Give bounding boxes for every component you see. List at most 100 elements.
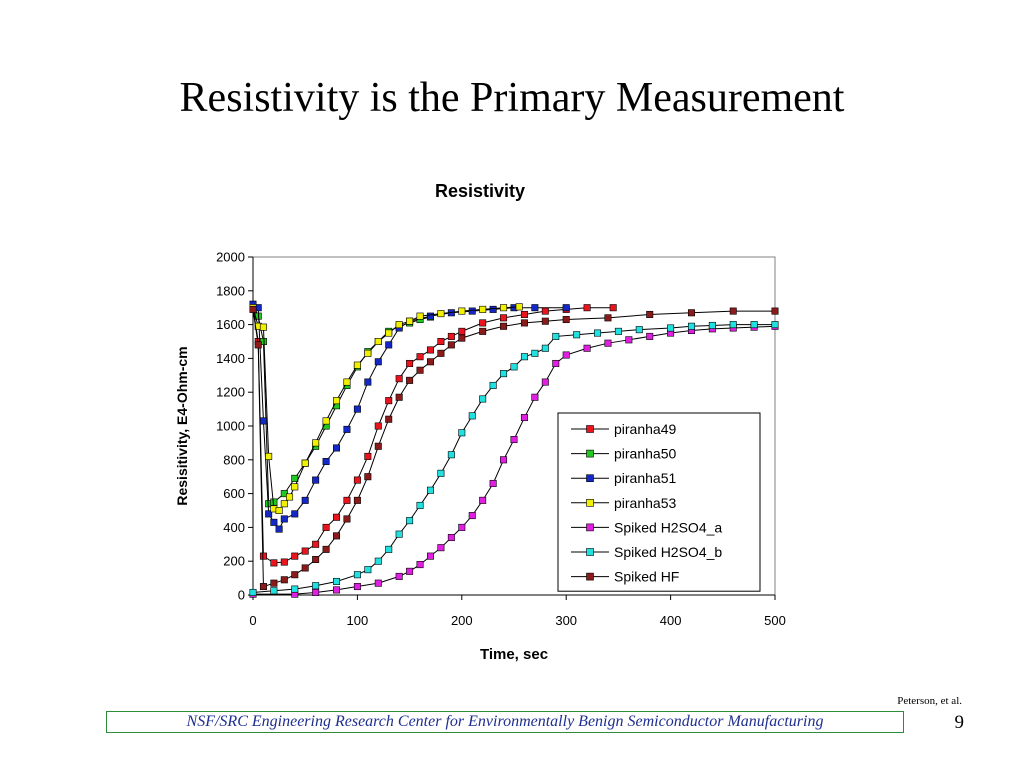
legend-marker — [586, 572, 594, 581]
legend-item: piranha53 — [571, 495, 676, 511]
data-point — [395, 375, 403, 383]
data-point — [500, 314, 508, 322]
series-piranha49 — [249, 304, 617, 567]
data-point — [437, 337, 445, 345]
x-tick-label: 0 — [249, 613, 256, 628]
y-tick-label: 200 — [223, 554, 245, 569]
data-point — [259, 417, 267, 425]
data-point — [479, 319, 487, 327]
y-tick-label: 0 — [238, 588, 245, 603]
series-piranha51 — [249, 300, 570, 533]
data-point — [447, 332, 455, 340]
x-tick-label: 200 — [451, 613, 473, 628]
data-point — [562, 316, 570, 324]
data-point — [500, 304, 508, 312]
data-point — [343, 378, 351, 386]
x-tick-label: 500 — [764, 613, 786, 628]
data-point — [729, 321, 737, 329]
data-point — [343, 515, 351, 523]
legend-marker — [586, 474, 594, 483]
data-point — [447, 341, 455, 349]
data-point — [515, 303, 523, 311]
data-point — [562, 351, 570, 359]
legend-label: piranha53 — [614, 495, 676, 511]
data-point — [353, 361, 361, 369]
data-point — [510, 363, 518, 371]
data-point — [291, 552, 299, 560]
citation: Peterson, et al. — [897, 695, 962, 707]
data-point — [301, 496, 309, 504]
data-point — [333, 586, 341, 594]
legend-label: Spiked H2SO4_b — [614, 544, 722, 560]
data-point — [286, 493, 294, 501]
data-point — [531, 349, 539, 357]
data-point — [374, 442, 382, 450]
data-point — [625, 336, 633, 344]
data-point — [458, 327, 466, 335]
y-tick-label: 1400 — [216, 351, 245, 366]
data-point — [437, 310, 445, 318]
data-point — [426, 486, 434, 494]
data-point — [333, 577, 341, 585]
data-point — [333, 532, 341, 540]
data-point — [385, 329, 393, 337]
data-point — [406, 517, 414, 525]
data-point — [270, 559, 278, 567]
data-point — [343, 496, 351, 504]
data-point — [573, 331, 581, 339]
data-point — [708, 321, 716, 329]
legend-label: piranha51 — [614, 470, 676, 486]
data-point — [458, 429, 466, 437]
data-point — [458, 334, 466, 342]
data-point — [500, 456, 508, 464]
series-spiked-hf — [249, 305, 779, 591]
data-point — [729, 307, 737, 315]
series-spiked-h2so4-b — [249, 321, 779, 596]
data-point — [322, 457, 330, 465]
data-point — [374, 557, 382, 565]
data-point — [541, 317, 549, 325]
data-point — [541, 307, 549, 315]
x-tick-label: 100 — [347, 613, 369, 628]
data-point — [395, 393, 403, 401]
data-point — [312, 588, 320, 596]
data-point — [353, 405, 361, 413]
x-tick-label: 300 — [555, 613, 577, 628]
data-point — [395, 572, 403, 580]
data-point — [479, 327, 487, 335]
legend-item: Spiked HF — [571, 569, 679, 585]
series-piranha53 — [249, 303, 523, 514]
data-point — [489, 305, 497, 313]
data-point — [468, 412, 476, 420]
data-point — [353, 583, 361, 591]
data-point — [406, 359, 414, 367]
data-point — [322, 417, 330, 425]
data-point — [479, 305, 487, 313]
y-tick-label: 400 — [223, 520, 245, 535]
data-point — [395, 530, 403, 538]
legend-label: piranha49 — [614, 421, 676, 437]
data-point — [531, 304, 539, 312]
y-tick-label: 600 — [223, 486, 245, 501]
y-tick-label: 800 — [223, 452, 245, 467]
legend-item: piranha51 — [571, 470, 676, 486]
data-point — [416, 561, 424, 569]
legend-item: Spiked H2SO4_a — [571, 519, 722, 535]
data-point — [500, 322, 508, 330]
data-point — [374, 358, 382, 366]
legend-marker — [586, 425, 594, 433]
data-point — [265, 510, 273, 518]
legend-item: Spiked H2SO4_b — [571, 544, 722, 560]
chart-title: Resistivity — [435, 181, 525, 201]
legend-item: piranha50 — [571, 446, 676, 462]
data-point — [552, 359, 560, 367]
legend-marker — [586, 498, 594, 507]
data-point — [468, 512, 476, 520]
data-point — [426, 358, 434, 366]
data-point — [291, 571, 299, 579]
data-point — [364, 473, 372, 481]
data-point — [385, 415, 393, 423]
data-point — [364, 452, 372, 460]
data-point — [353, 571, 361, 579]
